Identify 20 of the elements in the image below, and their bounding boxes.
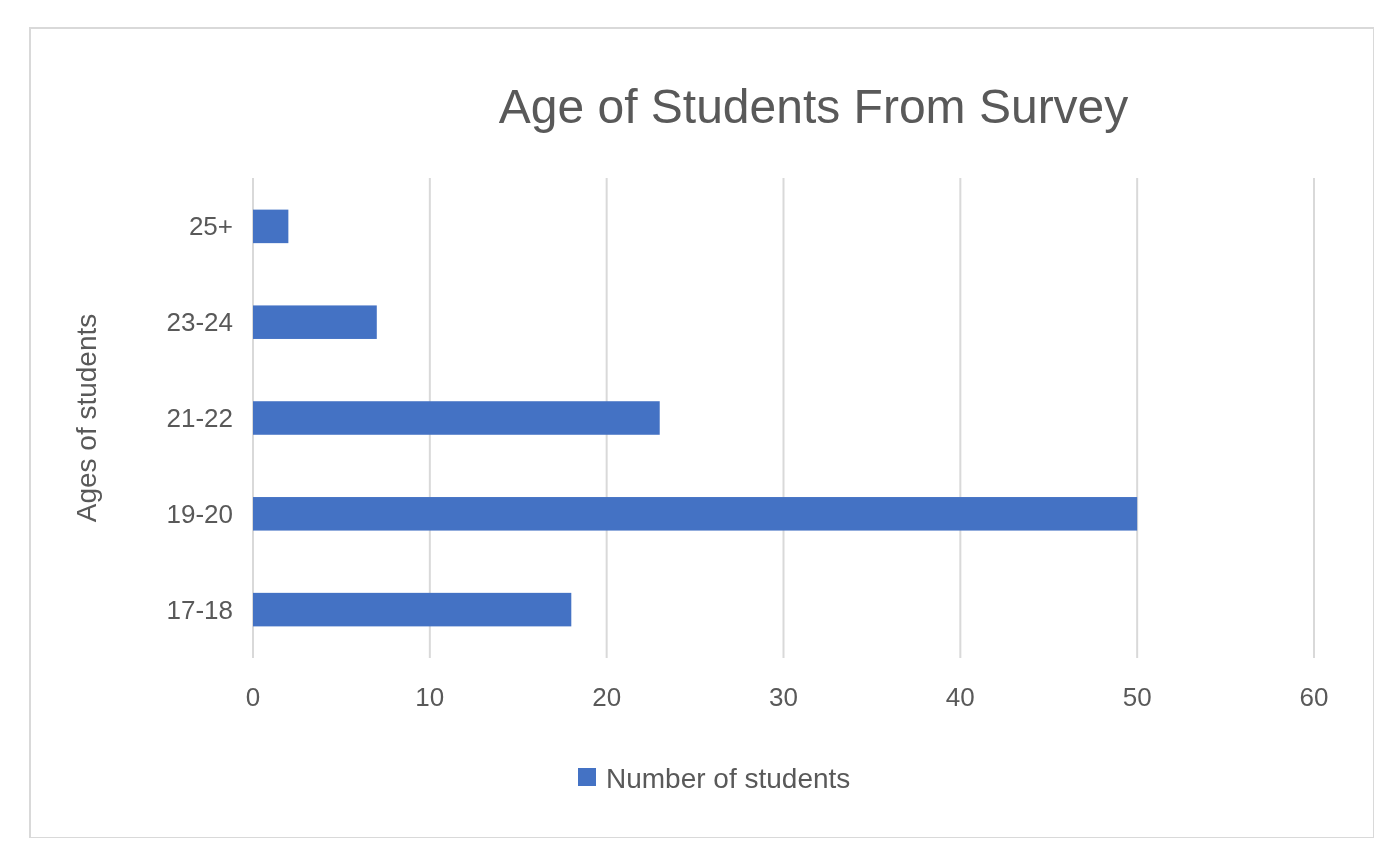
y-tick-label: 25+ [188,211,233,242]
bar [253,497,1138,531]
y-tick-label: 21-22 [166,403,233,434]
legend-label: Number of students [606,762,851,794]
chart-title: Age of Students From Survey [498,80,1129,133]
x-tick-label: 0 [245,682,261,712]
y-tick-label: 17-18 [166,594,233,625]
bar [253,401,660,435]
x-tick-label: 60 [1299,682,1329,712]
x-tick-label: 40 [945,682,975,712]
x-tick-label: 30 [769,682,798,712]
bar [253,209,289,244]
bar [253,305,377,339]
x-tick-label: 10 [415,682,445,712]
y-axis-title: Ages of students [71,313,102,523]
y-tick-label: 19-20 [166,498,233,529]
x-tick-label: 50 [1122,682,1152,712]
bar [253,592,572,627]
y-tick-label: 23-24 [166,307,233,338]
x-tick-label: 20 [592,682,622,712]
